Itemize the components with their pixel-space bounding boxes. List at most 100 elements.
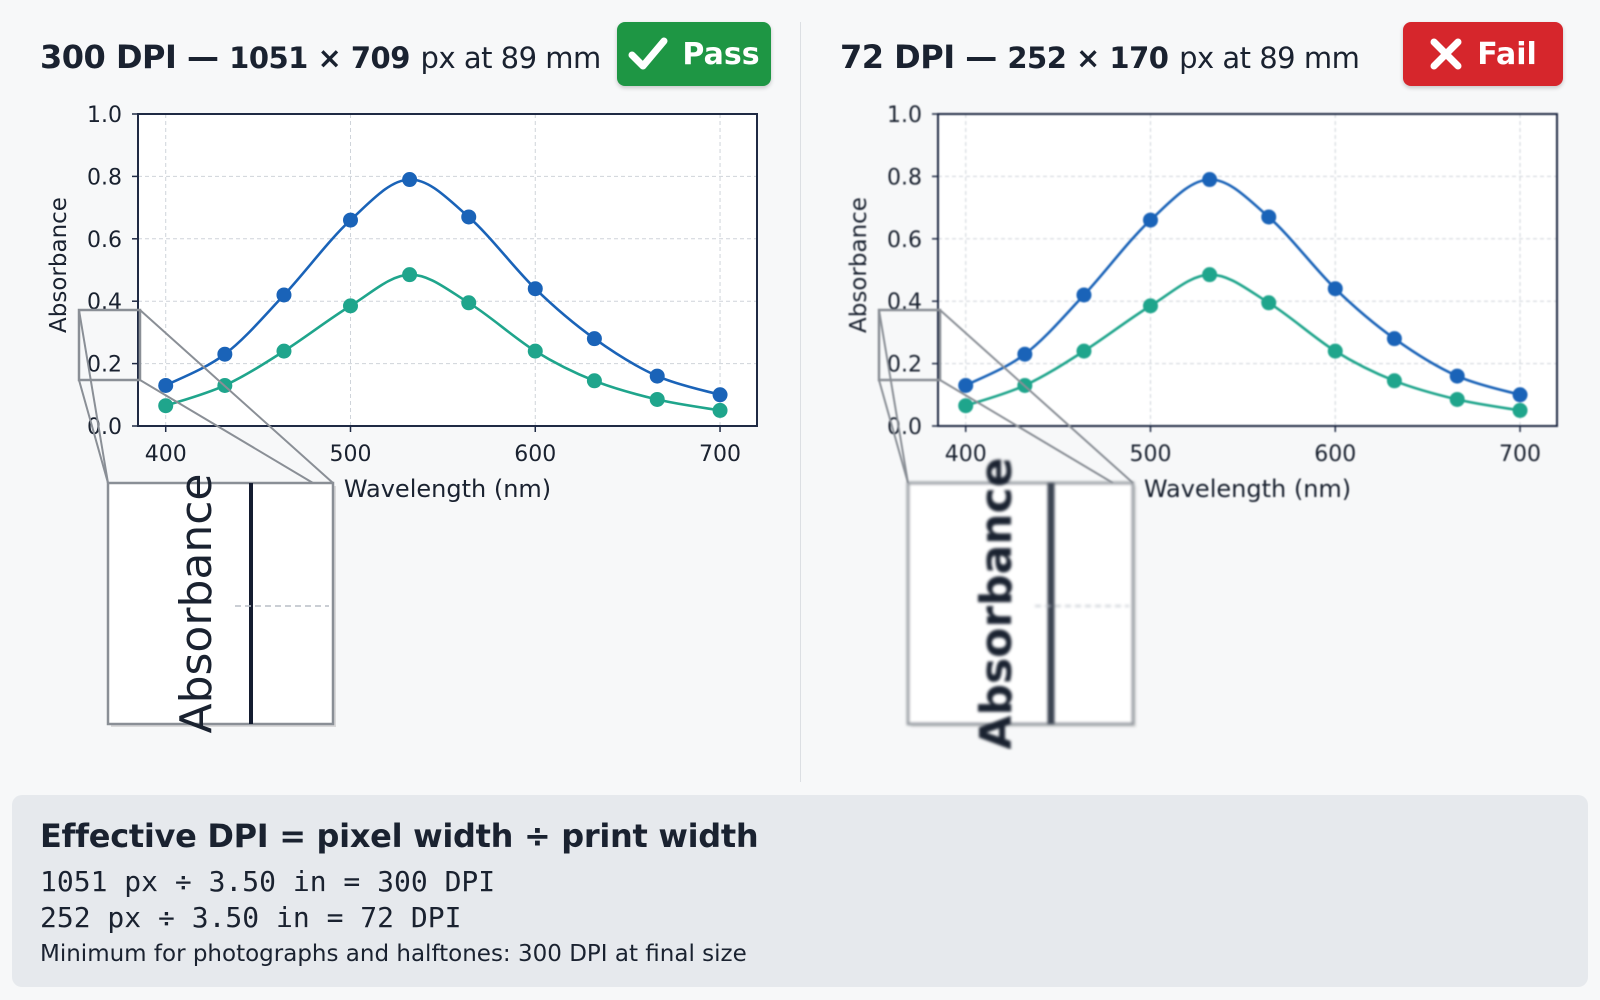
series-line-1 — [165, 178, 721, 397]
series-line-1 — [965, 178, 1521, 397]
data-point — [527, 281, 543, 297]
data-point — [1202, 267, 1218, 283]
data-point — [958, 377, 974, 393]
data-point — [649, 391, 665, 407]
zoom-connector — [78, 309, 109, 484]
formula-box: Effective DPI = pixel width ÷ print widt… — [12, 795, 1588, 987]
x-axis-label: Wavelength (nm) — [1144, 475, 1351, 503]
panel-72dpi: 72 DPI — 252 × 170 px at 89 mm Fail 0.0 0… — [800, 0, 1600, 790]
data-point — [1142, 298, 1158, 314]
formula-line-300dpi: 1051 px ÷ 3.50 in = 300 DPI — [40, 865, 496, 898]
data-point — [1017, 346, 1033, 362]
y-tick-label: 0.2 — [887, 353, 922, 378]
zoom-connector — [939, 309, 1134, 484]
formula-note: Minimum for photographs and halftones: 3… — [40, 941, 747, 967]
badge-label: Pass — [682, 36, 760, 72]
x-tick-label: 600 — [1314, 442, 1356, 467]
title-dims: 1051 × 709 — [229, 41, 410, 75]
data-point — [158, 377, 174, 393]
y-tick-label: 0.8 — [87, 165, 122, 190]
data-point — [1512, 387, 1528, 403]
y-tick-label: 0.6 — [887, 228, 922, 253]
zoom-connector — [139, 379, 314, 484]
data-point — [276, 343, 292, 359]
data-point — [586, 373, 602, 389]
y-axis-label: Absorbance — [846, 197, 872, 333]
title-dpi: 72 DPI — — [840, 38, 997, 76]
zoom-connector — [78, 379, 109, 484]
zoom-connector — [878, 379, 909, 484]
data-point — [1261, 209, 1277, 225]
series-line-2 — [165, 273, 721, 412]
data-point — [342, 298, 358, 314]
data-point — [402, 172, 418, 188]
zoom-magnified-label: Absorbance — [171, 473, 222, 733]
data-point — [1327, 343, 1343, 359]
axes-frame — [137, 113, 758, 427]
data-point — [342, 212, 358, 228]
x-tick-label: 700 — [699, 442, 741, 467]
zoom-box-frame — [106, 481, 335, 726]
y-tick-label: 0.4 — [87, 290, 122, 315]
zoom-inset: Absorbance — [906, 457, 1136, 750]
y-tick-label: 0.4 — [887, 290, 922, 315]
axes-frame — [937, 113, 1558, 427]
formula-heading: Effective DPI = pixel width ÷ print widt… — [40, 817, 759, 855]
x-tick-label: 400 — [945, 442, 987, 467]
data-point — [1386, 373, 1402, 389]
data-point — [649, 368, 665, 384]
fail-badge: Fail — [1403, 22, 1563, 86]
y-tick-label: 0.8 — [887, 165, 922, 190]
y-axis-label: Absorbance — [46, 197, 72, 333]
data-point — [586, 331, 602, 347]
panel-300dpi: 300 DPI — 1051 × 709 px at 89 mm Pass 0.… — [0, 0, 800, 790]
badge-label: Fail — [1477, 36, 1537, 72]
data-point — [1076, 287, 1092, 303]
data-point — [712, 387, 728, 403]
data-point — [1449, 368, 1465, 384]
y-tick-label: 0.2 — [87, 353, 122, 378]
title-unit: px at 89 mm — [1179, 41, 1360, 75]
x-tick-label: 500 — [329, 442, 371, 467]
x-icon — [1430, 38, 1462, 70]
zoom-connector — [139, 309, 334, 484]
title-dims: 252 × 170 — [1007, 41, 1169, 75]
data-point — [1142, 212, 1158, 228]
panel-title: 72 DPI — 252 × 170 px at 89 mm — [840, 38, 1360, 76]
panel-title: 300 DPI — 1051 × 709 px at 89 mm — [40, 38, 601, 76]
x-axis-label: Wavelength (nm) — [344, 475, 551, 503]
data-point — [461, 209, 477, 225]
title-dpi: 300 DPI — — [40, 38, 219, 76]
y-tick-label: 1.0 — [87, 103, 122, 128]
zoom-connector — [939, 379, 1114, 484]
x-tick-label: 700 — [1499, 442, 1541, 467]
data-point — [461, 295, 477, 311]
zoom-magnified-label: Absorbance — [971, 457, 1022, 749]
pass-badge: Pass — [617, 22, 771, 86]
zoom-source-region — [877, 308, 942, 382]
data-point — [217, 346, 233, 362]
check-icon — [628, 37, 668, 70]
data-point — [1202, 172, 1218, 188]
panel-divider — [800, 22, 801, 782]
zoom-box-frame — [906, 481, 1135, 726]
data-point — [527, 343, 543, 359]
y-tick-label: 0.6 — [87, 228, 122, 253]
data-point — [276, 287, 292, 303]
data-point — [1076, 343, 1092, 359]
data-point — [1261, 295, 1277, 311]
data-point — [712, 402, 728, 418]
zoom-inset: Absorbance — [106, 473, 336, 734]
data-point — [402, 267, 418, 283]
y-tick-label: 1.0 — [887, 103, 922, 128]
series-line-2 — [965, 273, 1521, 412]
data-point — [158, 398, 174, 414]
data-point — [1386, 331, 1402, 347]
x-tick-label: 500 — [1129, 442, 1171, 467]
data-point — [1512, 402, 1528, 418]
zoom-source-region — [77, 308, 142, 382]
x-tick-label: 600 — [514, 442, 556, 467]
title-unit: px at 89 mm — [420, 41, 602, 75]
